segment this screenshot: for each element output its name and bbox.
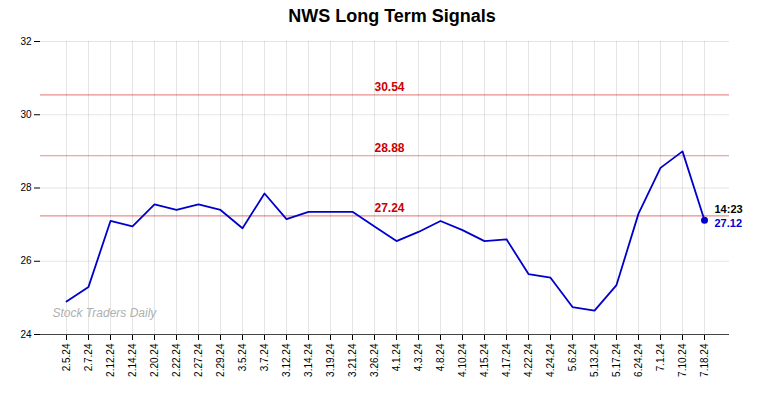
svg-text:Stock Traders Daily: Stock Traders Daily: [53, 306, 158, 320]
svg-text:26: 26: [20, 255, 32, 266]
svg-text:4.22.24: 4.22.24: [523, 343, 534, 377]
svg-text:2.22.24: 2.22.24: [171, 343, 182, 377]
svg-text:7.18.24: 7.18.24: [699, 343, 710, 377]
svg-text:30.54: 30.54: [375, 80, 405, 94]
svg-text:4.10.24: 4.10.24: [457, 343, 468, 377]
svg-text:2.5.24: 2.5.24: [61, 343, 72, 371]
svg-text:4.15.24: 4.15.24: [479, 343, 490, 377]
svg-text:5.13.24: 5.13.24: [589, 343, 600, 377]
svg-text:5.17.24: 5.17.24: [611, 343, 622, 377]
svg-text:30: 30: [20, 109, 32, 120]
html-text:NWS Long Term Signals: NWS Long Term Signals: [288, 6, 496, 26]
svg-text:32: 32: [20, 36, 32, 47]
svg-text:2.7.24: 2.7.24: [83, 343, 94, 371]
svg-text:28.88: 28.88: [375, 141, 405, 155]
svg-text:4.24.24: 4.24.24: [545, 343, 556, 377]
svg-text:4.3.24: 4.3.24: [413, 343, 424, 371]
svg-text:4.1.24: 4.1.24: [391, 343, 402, 371]
svg-text:27.24: 27.24: [375, 201, 405, 215]
svg-text:3.5.24: 3.5.24: [237, 343, 248, 371]
svg-text:28: 28: [20, 182, 32, 193]
svg-text:3.19.24: 3.19.24: [325, 343, 336, 377]
svg-text:3.26.24: 3.26.24: [369, 343, 380, 377]
svg-text:4.17.24: 4.17.24: [501, 343, 512, 377]
svg-text:3.14.24: 3.14.24: [303, 343, 314, 377]
svg-text:2.29.24: 2.29.24: [215, 343, 226, 377]
svg-text:5.6.24: 5.6.24: [567, 343, 578, 371]
svg-text:3.21.24: 3.21.24: [347, 343, 358, 377]
svg-text:2.12.24: 2.12.24: [105, 343, 116, 377]
svg-text:27.12: 27.12: [715, 217, 743, 229]
svg-text:14:23: 14:23: [715, 203, 743, 215]
svg-text:2.27.24: 2.27.24: [193, 343, 204, 377]
svg-text:2.20.24: 2.20.24: [149, 343, 160, 377]
svg-text:3.7.24: 3.7.24: [259, 343, 270, 371]
svg-text:4.8.24: 4.8.24: [435, 343, 446, 371]
svg-text:7.10.24: 7.10.24: [677, 343, 688, 377]
svg-text:7.1.24: 7.1.24: [655, 343, 666, 371]
svg-text:3.12.24: 3.12.24: [281, 343, 292, 377]
svg-text:6.24.24: 6.24.24: [633, 343, 644, 377]
svg-text:24: 24: [20, 329, 32, 340]
svg-text:2.14.24: 2.14.24: [127, 343, 138, 377]
